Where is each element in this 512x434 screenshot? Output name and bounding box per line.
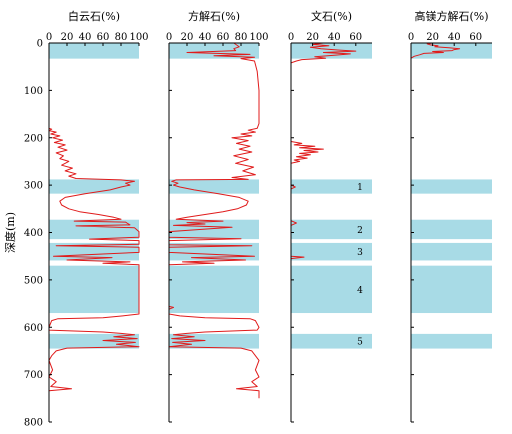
x-tick-label: 80 <box>235 32 248 43</box>
x-tick-label: 60 <box>349 32 362 43</box>
zone-band-5-panel-0 <box>49 333 139 349</box>
panel-title: 高镁方解石(%) <box>414 9 488 23</box>
axes <box>48 42 492 423</box>
zone-band-4-panel-3 <box>411 265 492 314</box>
x-tick-label: 0 <box>166 32 172 43</box>
zone-label: 2 <box>357 226 363 236</box>
zone-band-5-panel-1 <box>169 333 259 349</box>
panel-title: 白云石(%) <box>68 9 120 23</box>
curves <box>48 42 461 399</box>
series-line-panel-0 <box>48 43 140 399</box>
y-tick-label: 600 <box>24 323 43 334</box>
panel-title: 文石(%) <box>311 9 352 23</box>
zone-band-2-panel-1 <box>169 219 259 240</box>
zone-band-1-panel-0 <box>49 179 139 194</box>
zone-band-2-panel-0 <box>49 219 139 240</box>
zone-band-1-panel-3 <box>411 179 492 194</box>
x-tick-label: 20 <box>306 32 319 43</box>
x-tick-label: 20 <box>61 32 74 43</box>
x-tick-label: 100 <box>129 32 148 43</box>
zone-band-4-panel-2 <box>291 265 372 314</box>
x-tick-label: 20 <box>426 32 439 43</box>
x-tick-label: 40 <box>448 32 461 43</box>
series-line-panel-3 <box>410 42 461 399</box>
zone-band-1-panel-2 <box>291 179 372 194</box>
x-tick-label: 60 <box>97 32 110 43</box>
y-tick-label: 700 <box>24 370 43 381</box>
zone-band-2-panel-2 <box>291 219 372 240</box>
zone-band-3-panel-3 <box>411 242 492 261</box>
zone-band-4-panel-1 <box>169 265 259 314</box>
zone-label: 4 <box>357 286 363 296</box>
x-tick-label: 40 <box>328 32 341 43</box>
zone-band-4-panel-0 <box>49 265 139 314</box>
x-tick-label: 0 <box>46 32 52 43</box>
y-tick-label: 100 <box>24 86 43 97</box>
zone-band-2-panel-3 <box>411 219 492 240</box>
highlight-bands <box>49 43 492 349</box>
x-tick-label: 0 <box>408 32 414 43</box>
zone-label: 1 <box>357 183 363 193</box>
zone-band-3-panel-2 <box>291 242 372 261</box>
y-tick-label: 300 <box>24 181 43 192</box>
zone-band-5-panel-3 <box>411 333 492 349</box>
y-tick-label: 800 <box>24 418 43 429</box>
x-tick-label: 40 <box>79 32 92 43</box>
y-tick-label: 400 <box>24 228 43 239</box>
zone-band-1-panel-1 <box>169 179 259 194</box>
y-axis-label: 深度(m) <box>3 212 17 253</box>
x-tick-label: 100 <box>249 32 268 43</box>
x-tick-label: 0 <box>288 32 294 43</box>
panel-title: 方解石(%) <box>188 9 240 23</box>
zone-band-0-panel-2 <box>291 43 372 59</box>
x-tick-label: 20 <box>181 32 194 43</box>
y-tick-label: 0 <box>37 39 43 50</box>
zone-label: 5 <box>357 338 363 348</box>
zone-label: 3 <box>357 248 363 258</box>
series-line-panel-1 <box>168 42 260 399</box>
x-tick-label: 40 <box>199 32 212 43</box>
x-tick-label: 60 <box>469 32 482 43</box>
y-tick-label: 200 <box>24 133 43 144</box>
x-tick-label: 80 <box>115 32 128 43</box>
zone-band-5-panel-2 <box>291 333 372 349</box>
zone-band-0-panel-0 <box>49 43 139 59</box>
x-tick-label: 60 <box>217 32 230 43</box>
y-tick-label: 500 <box>24 275 43 286</box>
